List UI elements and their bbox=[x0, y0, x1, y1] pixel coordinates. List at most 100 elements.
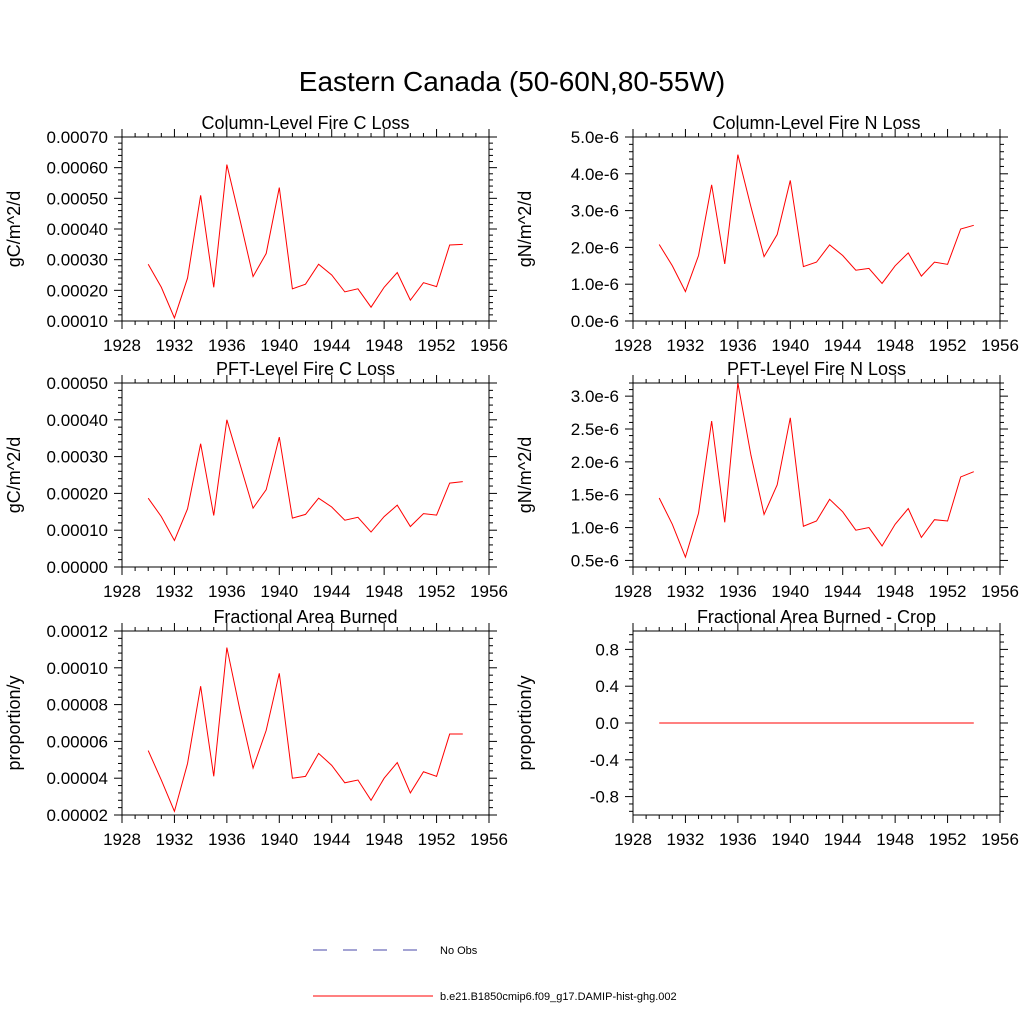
y-tick-label: 0.00040 bbox=[47, 411, 108, 430]
y-tick-label: 1.0e-6 bbox=[571, 519, 619, 538]
y-tick-label: 3.0e-6 bbox=[571, 387, 619, 406]
x-tick-label: 1948 bbox=[365, 582, 403, 601]
data-series-line bbox=[658, 382, 974, 559]
x-tick-label: 1940 bbox=[771, 336, 809, 355]
chart-panel: Fractional Area Burned proportion/y 1928 19… bbox=[4, 607, 508, 849]
y-axis-label: gC/m^2/d bbox=[4, 437, 24, 513]
y-tick-label: 2.5e-6 bbox=[571, 420, 619, 439]
x-tick-label: 1936 bbox=[208, 582, 246, 601]
x-tick-label: 1940 bbox=[260, 336, 298, 355]
x-tick-label: 1936 bbox=[719, 582, 757, 601]
y-axis-label: gN/m^2/d bbox=[515, 437, 535, 513]
y-tick-label: -0.4 bbox=[590, 751, 619, 770]
y-tick-label: 0.00012 bbox=[47, 622, 108, 641]
plot-frame bbox=[632, 136, 1001, 322]
x-tick-label: 1948 bbox=[876, 336, 914, 355]
data-series-line bbox=[147, 419, 463, 542]
x-tick-label: 1932 bbox=[667, 336, 705, 355]
chart-panel: PFT-Level Fire N Loss gN/m^2/d 1928 1932 193… bbox=[515, 359, 1019, 601]
x-tick-label: 1940 bbox=[771, 830, 809, 849]
x-tick-label: 1956 bbox=[470, 336, 508, 355]
panel-title: Column-Level Fire C Loss bbox=[201, 113, 409, 133]
plot-frame bbox=[121, 136, 490, 322]
x-tick-label: 1952 bbox=[418, 830, 456, 849]
x-tick-label: 1932 bbox=[156, 830, 194, 849]
plot-frame bbox=[632, 382, 1001, 568]
legend-label: b.e21.B1850cmip6.f09_g17.DAMIP-hist-ghg.… bbox=[440, 991, 677, 1003]
x-tick-label: 1944 bbox=[824, 830, 862, 849]
y-tick-label: 0.8 bbox=[595, 640, 619, 659]
panel-title: Column-Level Fire N Loss bbox=[712, 113, 920, 133]
x-tick-label: 1936 bbox=[208, 830, 246, 849]
y-tick-label: 0.00060 bbox=[47, 159, 108, 178]
x-tick-label: 1932 bbox=[156, 582, 194, 601]
x-tick-label: 1928 bbox=[103, 582, 141, 601]
y-tick-label: 0.00010 bbox=[47, 312, 108, 331]
y-tick-label: 0.5e-6 bbox=[571, 551, 619, 570]
x-tick-label: 1936 bbox=[719, 830, 757, 849]
y-tick-label: 0.0 bbox=[595, 714, 619, 733]
y-tick-label: 0.00030 bbox=[47, 448, 108, 467]
x-tick-label: 1928 bbox=[103, 830, 141, 849]
data-series-line bbox=[147, 647, 463, 813]
x-tick-label: 1948 bbox=[365, 830, 403, 849]
x-tick-label: 1948 bbox=[876, 830, 914, 849]
x-tick-label: 1952 bbox=[929, 336, 967, 355]
x-tick-label: 1928 bbox=[103, 336, 141, 355]
y-tick-label: 0.00004 bbox=[47, 769, 108, 788]
y-tick-label: 0.00010 bbox=[47, 521, 108, 540]
y-tick-label: 0.0e-6 bbox=[571, 312, 619, 331]
x-tick-label: 1952 bbox=[929, 582, 967, 601]
x-tick-label: 1940 bbox=[771, 582, 809, 601]
y-tick-label: 2.0e-6 bbox=[571, 238, 619, 257]
x-tick-label: 1932 bbox=[156, 336, 194, 355]
y-tick-label: 4.0e-6 bbox=[571, 165, 619, 184]
x-tick-label: 1928 bbox=[614, 582, 652, 601]
data-series-line bbox=[658, 154, 974, 293]
data-series-line bbox=[147, 164, 463, 320]
x-tick-label: 1940 bbox=[260, 582, 298, 601]
y-tick-label: 0.00050 bbox=[47, 189, 108, 208]
y-tick-label: 0.00006 bbox=[47, 732, 108, 751]
x-tick-label: 1944 bbox=[824, 582, 862, 601]
y-tick-label: 2.0e-6 bbox=[571, 453, 619, 472]
y-tick-label: 0.4 bbox=[595, 677, 619, 696]
plot-frame bbox=[121, 382, 490, 568]
x-tick-label: 1956 bbox=[470, 830, 508, 849]
x-tick-label: 1936 bbox=[208, 336, 246, 355]
y-tick-label: 0.00010 bbox=[47, 659, 108, 678]
y-axis-label: proportion/y bbox=[4, 675, 24, 770]
x-tick-label: 1928 bbox=[614, 336, 652, 355]
panel-title: PFT-Level Fire N Loss bbox=[727, 359, 906, 379]
x-tick-label: 1936 bbox=[719, 336, 757, 355]
x-tick-label: 1948 bbox=[876, 582, 914, 601]
x-tick-label: 1944 bbox=[313, 582, 351, 601]
y-axis-label: gC/m^2/d bbox=[4, 191, 24, 267]
chart-panel: PFT-Level Fire C Loss gC/m^2/d 1928 1932 193… bbox=[4, 359, 508, 601]
panel-title: PFT-Level Fire C Loss bbox=[216, 359, 395, 379]
y-tick-label: 0.00070 bbox=[47, 128, 108, 147]
x-tick-label: 1940 bbox=[260, 830, 298, 849]
x-tick-label: 1952 bbox=[418, 336, 456, 355]
legend: No Obs b.e21.B1850cmip6.f09_g17.DAMIP-his… bbox=[313, 945, 677, 1003]
x-tick-label: 1956 bbox=[981, 336, 1019, 355]
panel-title: Fractional Area Burned bbox=[213, 607, 397, 627]
chart-panel: Column-Level Fire C Loss gC/m^2/d 1928 1932… bbox=[4, 113, 508, 355]
x-tick-label: 1932 bbox=[667, 830, 705, 849]
y-tick-label: 0.00008 bbox=[47, 696, 108, 715]
plot-frame bbox=[121, 630, 490, 816]
x-tick-label: 1944 bbox=[824, 336, 862, 355]
x-tick-label: 1956 bbox=[470, 582, 508, 601]
y-tick-label: 1.0e-6 bbox=[571, 275, 619, 294]
panels: Column-Level Fire C Loss gC/m^2/d 1928 1932… bbox=[4, 113, 1019, 849]
y-tick-label: -0.8 bbox=[590, 788, 619, 807]
x-tick-label: 1944 bbox=[313, 336, 351, 355]
y-tick-label: 0.00000 bbox=[47, 558, 108, 577]
y-tick-label: 0.00030 bbox=[47, 251, 108, 270]
x-tick-label: 1932 bbox=[667, 582, 705, 601]
y-tick-label: 0.00020 bbox=[47, 281, 108, 300]
x-tick-label: 1948 bbox=[365, 336, 403, 355]
y-tick-label: 0.00050 bbox=[47, 374, 108, 393]
y-tick-label: 3.0e-6 bbox=[571, 202, 619, 221]
y-tick-label: 0.00020 bbox=[47, 484, 108, 503]
